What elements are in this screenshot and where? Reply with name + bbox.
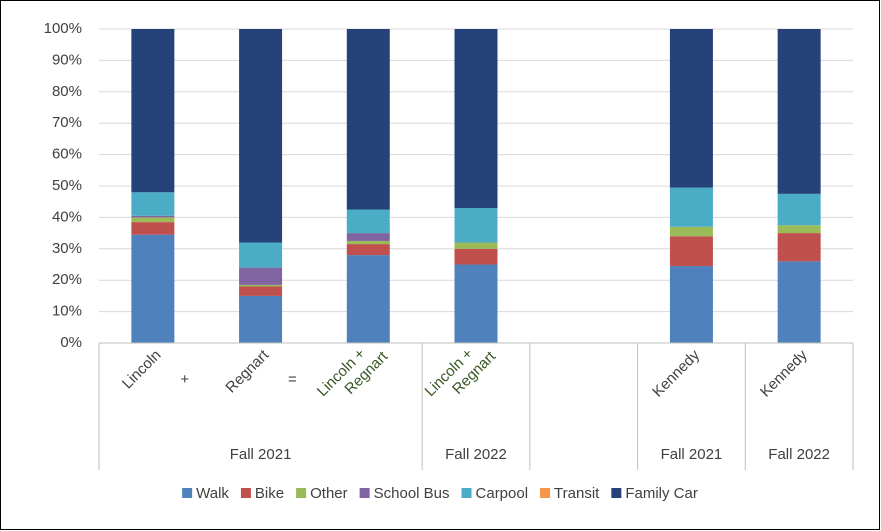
bar-segment bbox=[669, 29, 713, 188]
legend-swatch bbox=[182, 488, 193, 498]
legend-swatch bbox=[461, 488, 472, 498]
bar-segment bbox=[777, 225, 821, 234]
bar-segment bbox=[131, 29, 175, 193]
y-tick-label: 40% bbox=[52, 208, 82, 225]
bar-segment bbox=[454, 264, 498, 343]
y-tick-label: 60% bbox=[52, 146, 82, 163]
bar-segment bbox=[669, 187, 713, 227]
y-tick-label: 30% bbox=[52, 240, 82, 257]
bar-segment bbox=[777, 29, 821, 194]
bar-segment bbox=[346, 233, 390, 241]
bar-segment bbox=[454, 207, 498, 243]
bar-segment bbox=[669, 226, 713, 237]
bar-segment bbox=[346, 209, 390, 234]
y-tick-label: 20% bbox=[52, 271, 82, 288]
legend-label: Other bbox=[310, 485, 348, 502]
bar-segment bbox=[669, 266, 713, 343]
y-tick-label: 10% bbox=[52, 303, 82, 320]
bar-segment bbox=[239, 295, 283, 343]
bar-segment bbox=[777, 233, 821, 262]
legend-swatch bbox=[359, 488, 370, 498]
bar-segment bbox=[346, 244, 390, 256]
bar-segment bbox=[777, 193, 821, 226]
legend-swatch bbox=[540, 488, 551, 498]
legend-label: Bike bbox=[255, 485, 284, 502]
y-tick-label: 80% bbox=[52, 83, 82, 100]
bar-segment bbox=[131, 215, 175, 218]
y-tick-label: 50% bbox=[52, 177, 82, 194]
legend-swatch bbox=[611, 488, 622, 498]
bar-segment bbox=[131, 217, 175, 223]
legend-swatch bbox=[240, 488, 251, 498]
bar-segment bbox=[454, 242, 498, 249]
legend-label: Walk bbox=[196, 485, 229, 502]
legend-label: School Bus bbox=[374, 485, 450, 502]
y-tick-label: 0% bbox=[60, 334, 82, 351]
bar-segment bbox=[239, 284, 283, 287]
bar-segment bbox=[346, 240, 390, 245]
bar-segment bbox=[777, 261, 821, 343]
group-label: Fall 2021 bbox=[230, 446, 292, 463]
y-tick-label: 100% bbox=[44, 20, 82, 37]
bar-segment bbox=[131, 222, 175, 235]
y-tick-label: 90% bbox=[52, 51, 82, 68]
bar-segment bbox=[346, 29, 390, 210]
bar-segment bbox=[131, 192, 175, 216]
group-label: Fall 2022 bbox=[768, 446, 830, 463]
bar-segment bbox=[239, 286, 283, 296]
bar-segment bbox=[454, 248, 498, 265]
bar-segment bbox=[669, 236, 713, 267]
bar-segment bbox=[239, 242, 283, 268]
bar-segment bbox=[239, 29, 283, 243]
bar-segment bbox=[454, 29, 498, 208]
y-tick-label: 70% bbox=[52, 114, 82, 131]
legend-swatch bbox=[296, 488, 307, 498]
bar-segment bbox=[346, 255, 390, 343]
bar-segment bbox=[239, 267, 283, 285]
bar-segment bbox=[131, 234, 175, 343]
legend-label: Transit bbox=[554, 485, 600, 502]
group-label: Fall 2021 bbox=[661, 446, 723, 463]
legend-label: Carpool bbox=[476, 485, 529, 502]
operator: = bbox=[288, 371, 297, 388]
legend-label: Family Car bbox=[625, 485, 698, 502]
group-label: Fall 2022 bbox=[445, 446, 507, 463]
operator: + bbox=[180, 371, 189, 388]
